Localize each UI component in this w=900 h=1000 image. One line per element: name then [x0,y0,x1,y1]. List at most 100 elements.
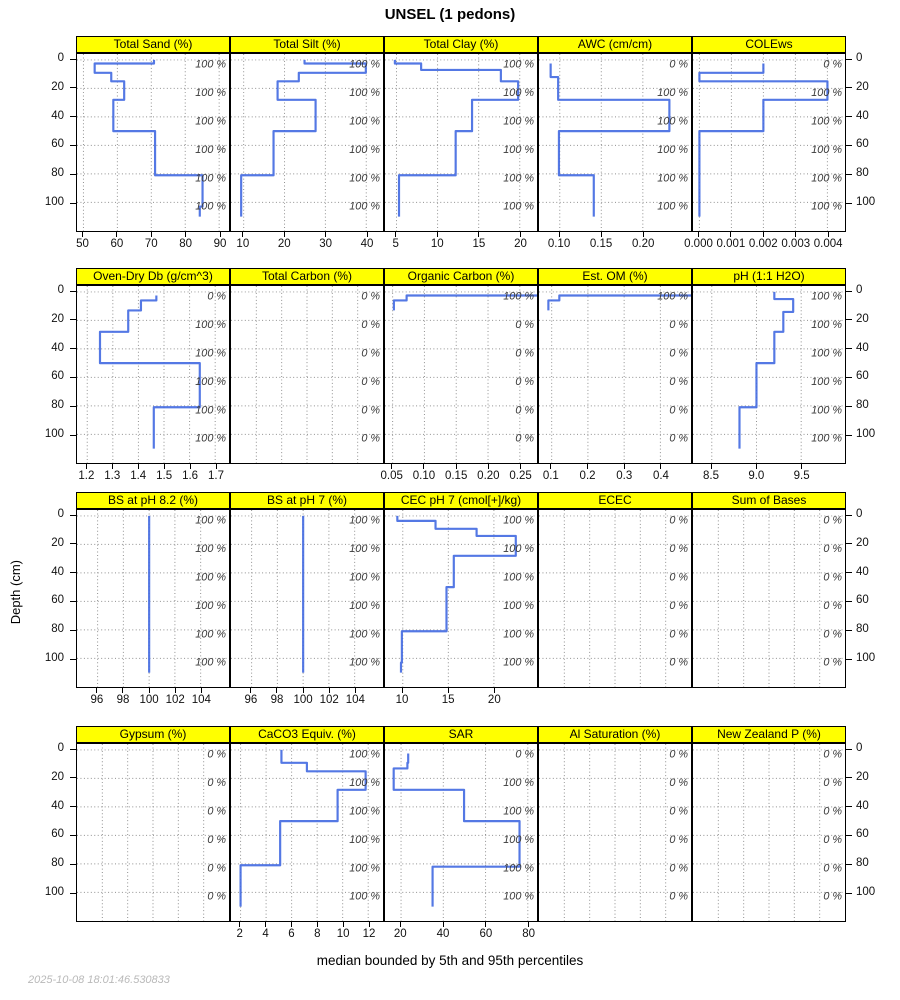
x-axis-tick-label: 104 [345,694,365,706]
x-axis-tick-label: 1.4 [130,470,147,482]
contributing-fraction-label: 100 % [503,58,534,70]
panel-est-om: 100 % 0 % 0 % 0 % 0 % 0 % [538,285,692,464]
depth-tick-right [846,748,852,750]
contributing-fraction-label: 0 % [361,404,380,416]
contributing-fraction-label: 100 % [349,805,380,817]
x-axis-tick [442,922,444,927]
contributing-fraction-label: 100 % [503,600,534,612]
contributing-fraction-label: 100 % [811,404,842,416]
x-axis-tick [283,232,285,237]
depth-tick-right [846,572,852,574]
x-axis-tick [391,464,393,469]
contributing-fraction-label: 100 % [195,319,226,331]
x-axis-tick-label: 0.004 [813,238,843,250]
x-axis-tick-label: 9.0 [748,470,765,482]
x-axis-tick-label: 40 [360,238,374,250]
contributing-fraction-label: 0 % [515,347,534,359]
depth-tick-label-left: 80 [51,857,64,870]
contributing-fraction-label: 100 % [503,115,534,127]
depth-tick-label-right: 20 [856,770,869,783]
depth-tick-label-right: 0 [856,508,863,520]
depth-tick-left [70,290,76,292]
x-axis-tick [215,464,217,469]
x-axis-tick-label: 20 [393,928,407,940]
depth-tick-left [70,434,76,436]
x-axis-tick-label: 80 [179,238,193,250]
panel-ph-h2o: 100 % 100 % 100 % 100 % 100 % 100 % [692,285,846,464]
depth-tick-label-left: 40 [51,565,64,578]
x-axis-tick [96,688,98,693]
depth-tick-right [846,144,852,146]
x-axis-tick-label: 8 [314,928,321,940]
contributing-fraction-label: 100 % [349,834,380,846]
depth-tick-left [70,87,76,89]
x-axis-tick [528,922,530,927]
depth-tick-left [70,600,76,602]
x-axis-tick-label: 0.20 [477,470,500,482]
contributing-fraction-label: 100 % [503,543,534,555]
contributing-fraction-label: 100 % [811,347,842,359]
depth-tick-left [70,405,76,407]
x-axis-tick [478,232,480,237]
x-axis-tick [354,688,356,693]
depth-tick-right [846,834,852,836]
panel-sar: 0 % 100 % 100 % 100 % 100 % 100 % [384,743,538,922]
contributing-fraction-label: 0 % [669,600,688,612]
contributing-fraction-label: 0 % [669,58,688,70]
contributing-fraction-label: 0 % [515,433,534,445]
median-line-colews [698,63,829,217]
strip-oven-dry-db: Oven-Dry Db (g/cm^3) [76,268,230,285]
contributing-fraction-label: 0 % [823,58,842,70]
depth-tick-label-left: 100 [44,196,64,208]
depth-tick-right [846,173,852,175]
depth-tick-left [70,514,76,516]
plot-bs-ph7: 100 % 100 % 100 % 100 % 100 % 100 % [231,510,383,687]
x-axis-tick-label: 9.5 [793,470,810,482]
x-axis-tick-label: 0.20 [631,238,655,250]
contributing-fraction-label: 100 % [349,543,380,555]
depth-tick-label-left: 20 [51,80,64,93]
depth-tick-right [846,348,852,350]
contributing-fraction-label: 0 % [669,777,688,789]
contributing-fraction-label: 100 % [503,290,534,302]
depth-tick-label-left: 40 [51,799,64,812]
depth-tick-label-right: 0 [856,742,863,754]
depth-tick-label-left: 80 [51,167,64,180]
panel-oven-dry-db: 0 % 100 % 100 % 100 % 100 % 100 % [76,285,230,464]
contributing-fraction-label: 0 % [823,600,842,612]
contributing-fraction-label: 0 % [361,319,380,331]
contributing-fraction-label: 0 % [823,862,842,874]
x-axis-tick-label: 1.2 [78,470,95,482]
strip-bs-ph82: BS at pH 8.2 (%) [76,492,230,509]
panel-gypsum: 0 % 0 % 0 % 0 % 0 % 0 % [76,743,230,922]
x-axis-tick-label: 98 [270,694,284,706]
contributing-fraction-label: 100 % [503,571,534,583]
median-line-sar [392,753,521,907]
depth-tick-label-left: 40 [51,341,64,354]
x-axis-tick [239,922,241,927]
depth-tick-left [70,629,76,631]
x-axis-tick [558,232,560,237]
contributing-fraction-label: 0 % [207,862,226,874]
x-axis-tick-label: 60 [479,928,493,940]
panel-awc: 0 % 100 % 100 % 100 % 100 % 100 % [538,53,692,232]
panel-new-zealand-p: 0 % 0 % 0 % 0 % 0 % 0 % [692,743,846,922]
contributing-fraction-label: 100 % [657,87,688,99]
plot-cec-ph7: 100 % 100 % 100 % 100 % 100 % 100 % [385,510,537,687]
x-axis-tick-label: 0.25 [509,470,532,482]
contributing-fraction-label: 100 % [349,777,380,789]
strip-cec-ph7: CEC pH 7 (cmol[+]/kg) [384,492,538,509]
contributing-fraction-label: 100 % [349,514,380,526]
depth-tick-label-right: 80 [856,623,869,636]
contributing-fraction-label: 0 % [207,777,226,789]
x-axis-tick-label: 90 [213,238,227,250]
median-line-est-om [547,294,691,311]
x-axis-tick-label: 0.002 [748,238,778,250]
contributing-fraction-label: 100 % [349,115,380,127]
median-line-total-sand [93,59,204,217]
x-axis-tick-label: 1.5 [156,470,173,482]
contributing-fraction-label: 100 % [657,115,688,127]
contributing-fraction-label: 0 % [669,834,688,846]
contributing-fraction-label: 0 % [361,347,380,359]
depth-tick-label-left: 80 [51,623,64,636]
